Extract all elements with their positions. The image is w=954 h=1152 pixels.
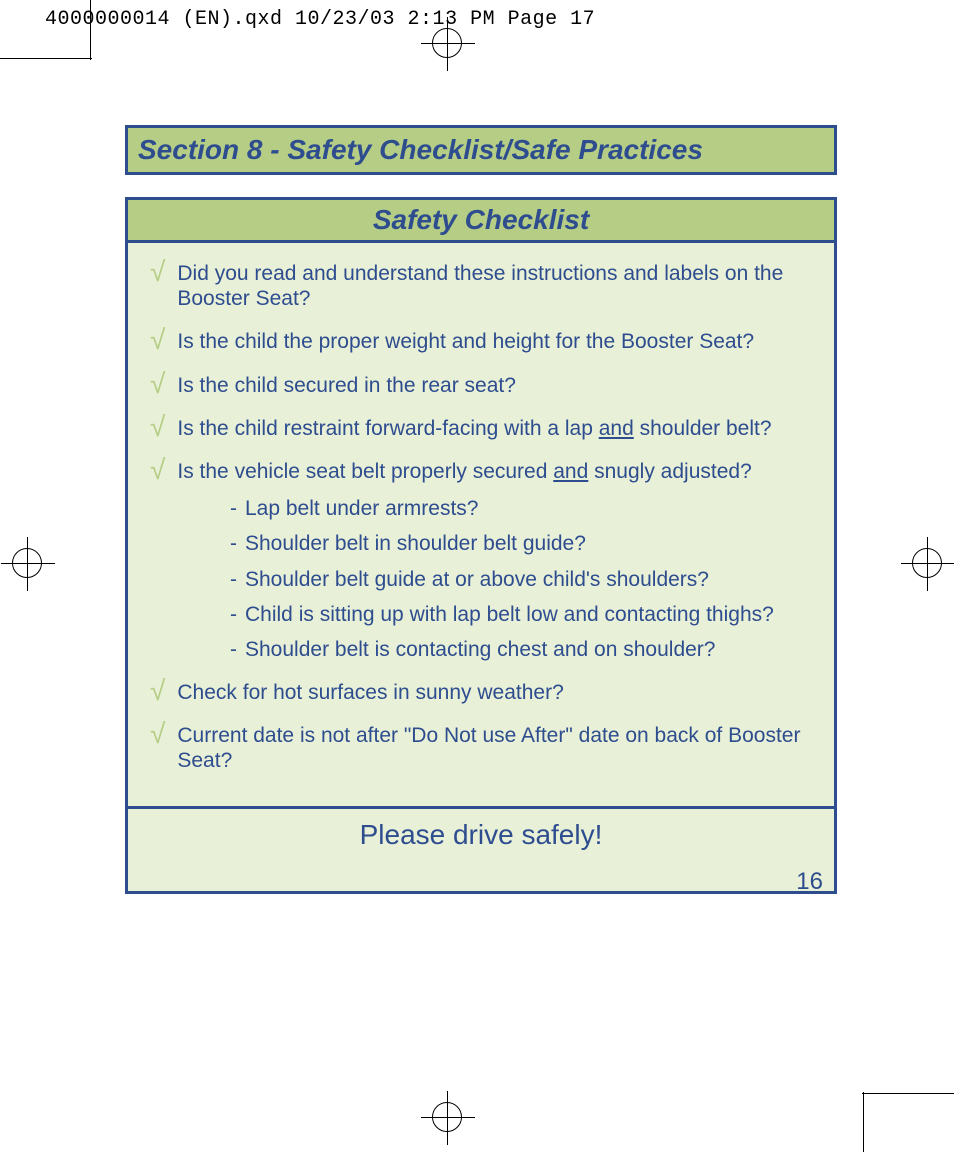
checkmark-icon: √ xyxy=(150,373,165,395)
checklist-title: Safety Checklist xyxy=(128,204,834,236)
checkmark-icon: √ xyxy=(150,723,165,745)
checkmark-icon: √ xyxy=(150,261,165,283)
checklist-subitem: -Lap belt under armrests? xyxy=(230,496,812,521)
dash-icon: - xyxy=(230,637,237,662)
checklist-item-text: Did you read and understand these instru… xyxy=(177,261,812,311)
registration-mark-icon xyxy=(12,548,42,578)
subitem-text: Shoulder belt in shoulder belt guide? xyxy=(245,531,586,556)
registration-mark-icon xyxy=(432,1102,462,1132)
checkmark-icon: √ xyxy=(150,329,165,351)
registration-mark-icon xyxy=(912,548,942,578)
checklist-subitems: -Lap belt under armrests?-Shoulder belt … xyxy=(230,496,812,662)
checklist-item: √ Is the child the proper weight and heig… xyxy=(150,329,812,354)
checklist-subitem: -Child is sitting up with lap belt low a… xyxy=(230,602,812,627)
page-number: 16 xyxy=(796,868,823,896)
subitem-text: Child is sitting up with lap belt low an… xyxy=(245,602,774,627)
checklist-item-text: Is the vehicle seat belt properly secure… xyxy=(177,459,751,484)
checklist-box: Safety Checklist √ Did you read and under… xyxy=(125,197,837,894)
page-content: Section 8 - Safety Checklist/Safe Practi… xyxy=(125,125,837,894)
crop-mark xyxy=(862,1093,954,1094)
checklist-title-bar: Safety Checklist xyxy=(128,200,834,243)
crop-mark xyxy=(863,1092,864,1152)
dash-icon: - xyxy=(230,602,237,627)
checkmark-icon: √ xyxy=(150,459,165,481)
section-header: Section 8 - Safety Checklist/Safe Practi… xyxy=(125,125,837,175)
section-title: Section 8 - Safety Checklist/Safe Practi… xyxy=(138,134,824,166)
checklist-subitem: -Shoulder belt in shoulder belt guide? xyxy=(230,531,812,556)
footer-message: Please drive safely! xyxy=(128,809,834,891)
checklist-item: √ Did you read and understand these instr… xyxy=(150,261,812,311)
checklist-item-text: Is the child secured in the rear seat? xyxy=(177,373,516,398)
checklist-item-text: Check for hot surfaces in sunny weather? xyxy=(177,680,563,705)
checklist-subitem: -Shoulder belt guide at or above child's… xyxy=(230,567,812,592)
checklist-item-text: Is the child restraint forward-facing wi… xyxy=(177,416,771,441)
checklist-item: √ Is the child restraint forward-facing w… xyxy=(150,416,812,441)
dash-icon: - xyxy=(230,567,237,592)
registration-mark-icon xyxy=(432,28,462,58)
checklist-body: √ Did you read and understand these instr… xyxy=(128,243,834,800)
checkmark-icon: √ xyxy=(150,680,165,702)
checklist-subitem: -Shoulder belt is contacting chest and o… xyxy=(230,637,812,662)
crop-mark xyxy=(90,0,91,60)
checkmark-icon: √ xyxy=(150,416,165,438)
checklist-item-text: Is the child the proper weight and heigh… xyxy=(177,329,754,354)
checklist-item: √ Check for hot surfaces in sunny weather… xyxy=(150,680,812,705)
checklist-item: √ Is the child secured in the rear seat? xyxy=(150,373,812,398)
subitem-text: Shoulder belt guide at or above child's … xyxy=(245,567,709,592)
checklist-item-text: Current date is not after "Do Not use Af… xyxy=(177,723,812,773)
subitem-text: Lap belt under armrests? xyxy=(245,496,478,521)
file-header-line: 4000000014 (EN).qxd 10/23/03 2:13 PM Pag… xyxy=(45,8,595,31)
dash-icon: - xyxy=(230,531,237,556)
crop-mark xyxy=(0,58,92,59)
subitem-text: Shoulder belt is contacting chest and on… xyxy=(245,637,715,662)
checklist-item: √ Is the vehicle seat belt properly secur… xyxy=(150,459,812,484)
checklist-item: √ Current date is not after "Do Not use A… xyxy=(150,723,812,773)
dash-icon: - xyxy=(230,496,237,521)
